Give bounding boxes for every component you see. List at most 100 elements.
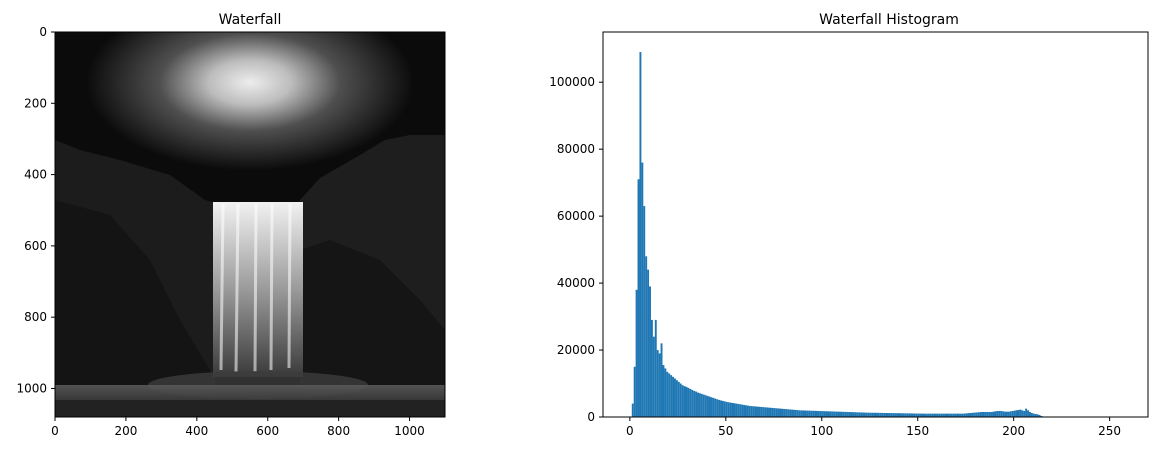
histogram-bar [723,401,726,417]
histogram-bar [779,408,782,417]
histogram-bar [681,385,684,417]
waterfall-image [55,32,445,417]
histogram-bar [913,413,916,417]
histogram-bar [708,396,711,417]
histogram-bar [1027,410,1030,417]
histogram-frame [602,31,1149,418]
histogram-bar [804,410,807,417]
histogram-bar [986,411,989,417]
histogram-bar [906,413,909,417]
histogram-bar [641,162,644,417]
histogram-bar [766,407,769,417]
histogram-bar [764,407,767,417]
histogram-bar [961,413,964,417]
histogram-bar [670,375,673,417]
histogram-bar [894,413,897,417]
histogram-y-tick-label: 20000 [557,343,595,357]
histogram-bar [791,409,793,417]
histogram-bar [672,376,675,417]
histogram-bar [967,413,970,417]
histogram-bar [750,406,753,417]
image-x-tick-label: 200 [114,424,137,438]
histogram-x-tick-label: 250 [1098,424,1121,438]
histogram-bar [712,397,715,417]
histogram-bar [825,411,828,417]
histogram-bar [1000,410,1003,417]
histogram-bar [981,411,983,417]
histogram-bar [871,412,874,417]
image-y-tick-label: 600 [24,239,47,253]
histogram-bar [865,412,868,417]
histogram-bar [737,403,740,417]
histogram-bar [923,413,926,417]
histogram-bar [800,410,803,417]
histogram-bar [929,413,932,417]
image-x-tick-label: 800 [327,424,350,438]
histogram-bar [1036,414,1039,417]
histogram-bar [647,269,650,417]
histogram-bar [821,411,824,417]
histogram-bar [645,256,648,417]
histogram-bar [635,289,638,417]
histogram-bar [915,413,918,417]
histogram-bar [1029,411,1031,417]
histogram-bar [982,411,985,417]
histogram-bar [879,412,882,417]
histogram-bar [768,407,770,417]
histogram-bar [875,412,878,417]
histogram-bar [720,400,722,417]
histogram-bar [1032,413,1035,417]
image-y-tick-label: 0 [39,25,47,39]
histogram-bar [898,413,901,417]
image-x-axis: 0 200 400 600 800 1000 [51,417,425,438]
histogram-bar [762,407,765,417]
histogram-x-tick-label: 100 [810,424,833,438]
histogram-bar [664,368,667,417]
histogram-bar [652,336,655,417]
histogram-bar [675,380,678,417]
histogram-bar [931,413,934,417]
histogram-bar [979,412,982,417]
histogram-bar [710,397,713,417]
histogram-bar [852,412,855,417]
histogram-bar [637,179,640,417]
histogram-y-tick-label: 40000 [557,276,595,290]
histogram-bar [1040,415,1043,417]
histogram-bar [677,381,680,417]
histogram-bar [940,413,943,417]
histogram-bar [839,411,841,417]
histogram-title: Waterfall Histogram [819,12,959,28]
histogram-bar [823,411,826,417]
histogram-bar [1023,410,1026,417]
histogram-bar [679,383,682,417]
histogram-bar [743,404,746,417]
image-x-tick-label: 0 [51,424,59,438]
histogram-bar [745,405,747,417]
histogram-bar [969,412,972,417]
histogram-bar [810,410,813,417]
histogram-bar [814,410,817,417]
image-x-tick-label: 400 [185,424,208,438]
histogram-bar [650,319,653,417]
histogram-bar [816,410,818,417]
histogram-bar [725,401,728,417]
histogram-bar [716,399,719,417]
histogram-bar [752,406,755,417]
histogram-bar [850,412,853,417]
histogram-bar [998,410,1001,417]
histogram-bar [714,398,717,417]
histogram-bar [911,413,914,417]
histogram-y-tick-label: 80000 [557,142,595,156]
histogram-bar [639,52,642,418]
histogram-bar [1019,409,1022,417]
histogram-bar [952,413,955,417]
histogram-bar [1011,410,1014,417]
histogram-bar [896,413,899,417]
histogram-bar [775,408,778,417]
histogram-bar [806,410,809,417]
histogram-bar [1017,409,1020,417]
histogram-bar [919,413,922,417]
histogram-bar [984,411,987,417]
histogram-bar [817,410,820,417]
